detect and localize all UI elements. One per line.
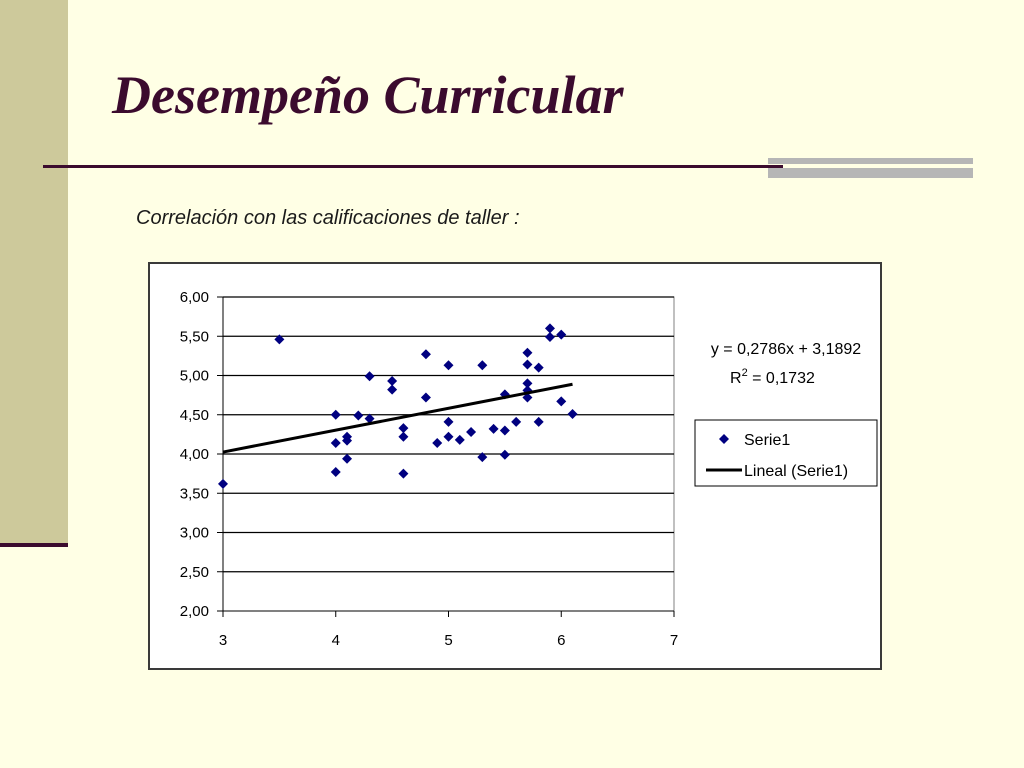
data-point xyxy=(533,416,544,427)
data-point xyxy=(443,416,454,427)
slide-title: Desempeño Curricular xyxy=(112,65,624,125)
data-point xyxy=(387,375,398,386)
y-tick-label: 2,00 xyxy=(180,603,209,620)
legend-label-series: Serie1 xyxy=(744,432,790,449)
legend: Serie1 Lineal (Serie1) xyxy=(694,419,878,487)
legend-box xyxy=(694,419,878,487)
axes xyxy=(222,297,675,617)
sidebar-decoration xyxy=(0,0,68,546)
data-point xyxy=(443,431,454,442)
data-point xyxy=(511,416,522,427)
data-point xyxy=(342,453,353,464)
x-tick-label: 4 xyxy=(332,632,340,649)
data-point xyxy=(432,438,443,449)
y-tick-label: 4,50 xyxy=(180,407,209,424)
data-point xyxy=(522,359,533,370)
data-point xyxy=(218,478,228,489)
data-point xyxy=(544,323,555,334)
y-axis-tick-labels: 2,00 2,50 3,00 3,50 4,00 4,50 5,00 5,50 6,00 xyxy=(180,289,209,620)
data-point xyxy=(533,362,544,373)
data-point xyxy=(274,334,285,345)
data-point xyxy=(330,409,341,420)
data-point xyxy=(488,423,499,434)
x-tick-label: 3 xyxy=(219,632,227,649)
data-point xyxy=(398,423,409,434)
slide-subtitle: Correlación con las calificaciones de ta… xyxy=(136,207,520,229)
title-divider xyxy=(43,165,783,168)
y-tick-label: 3,50 xyxy=(180,485,209,502)
x-tick-label: 7 xyxy=(670,632,678,649)
data-point xyxy=(522,378,533,389)
data-point xyxy=(499,449,510,460)
data-point xyxy=(556,329,567,340)
legend-marker-diamond-icon xyxy=(719,434,729,444)
r-squared-symbol: R xyxy=(730,370,742,387)
trendline xyxy=(222,382,573,454)
data-point xyxy=(522,392,533,403)
y-tick-label: 2,50 xyxy=(180,564,209,581)
data-point xyxy=(466,427,477,438)
y-tick-label: 5,50 xyxy=(180,328,209,345)
data-point xyxy=(420,392,431,403)
r-squared-value: = 0,1732 xyxy=(748,370,815,387)
data-point xyxy=(443,360,454,371)
data-point xyxy=(522,347,533,358)
data-point xyxy=(556,396,567,407)
y-tick-label: 6,00 xyxy=(180,289,209,306)
data-point xyxy=(454,434,465,445)
data-point xyxy=(420,349,431,360)
data-point xyxy=(342,435,353,446)
sidebar-underline xyxy=(0,543,68,547)
y-tick-label: 4,00 xyxy=(180,446,209,463)
r-squared-exponent: 2 xyxy=(742,367,748,379)
data-point xyxy=(544,332,555,343)
y-tick-label: 5,00 xyxy=(180,368,209,385)
x-tick-label: 6 xyxy=(557,632,565,649)
chart-frame: 2,00 2,50 3,00 3,50 4,00 4,50 5,00 5,50 6,00 3 4 5… xyxy=(148,262,882,670)
data-point xyxy=(387,384,398,395)
r-squared-label: R2 = 0,1732 xyxy=(730,367,815,387)
y-tick-label: 3,00 xyxy=(180,525,209,542)
data-point xyxy=(477,452,488,463)
trendline-equation: y = 0,2786x + 3,1892 xyxy=(711,341,861,358)
x-axis-tick-labels: 3 4 5 6 7 xyxy=(219,632,678,649)
data-point xyxy=(330,467,341,478)
data-point xyxy=(398,431,409,442)
data-points xyxy=(218,323,578,489)
data-point xyxy=(499,425,510,436)
data-point xyxy=(364,371,375,382)
legend-label-trendline: Lineal (Serie1) xyxy=(744,463,848,480)
grid-lines xyxy=(217,296,674,612)
data-point xyxy=(398,468,409,479)
data-point xyxy=(477,360,488,371)
data-point xyxy=(353,410,364,421)
title-accent-bars xyxy=(768,158,973,178)
scatter-chart: 2,00 2,50 3,00 3,50 4,00 4,50 5,00 5,50 6,00 3 4 5… xyxy=(180,289,878,649)
data-point xyxy=(364,413,375,424)
data-point xyxy=(330,438,341,449)
x-tick-label: 5 xyxy=(444,632,452,649)
data-point xyxy=(567,408,578,419)
